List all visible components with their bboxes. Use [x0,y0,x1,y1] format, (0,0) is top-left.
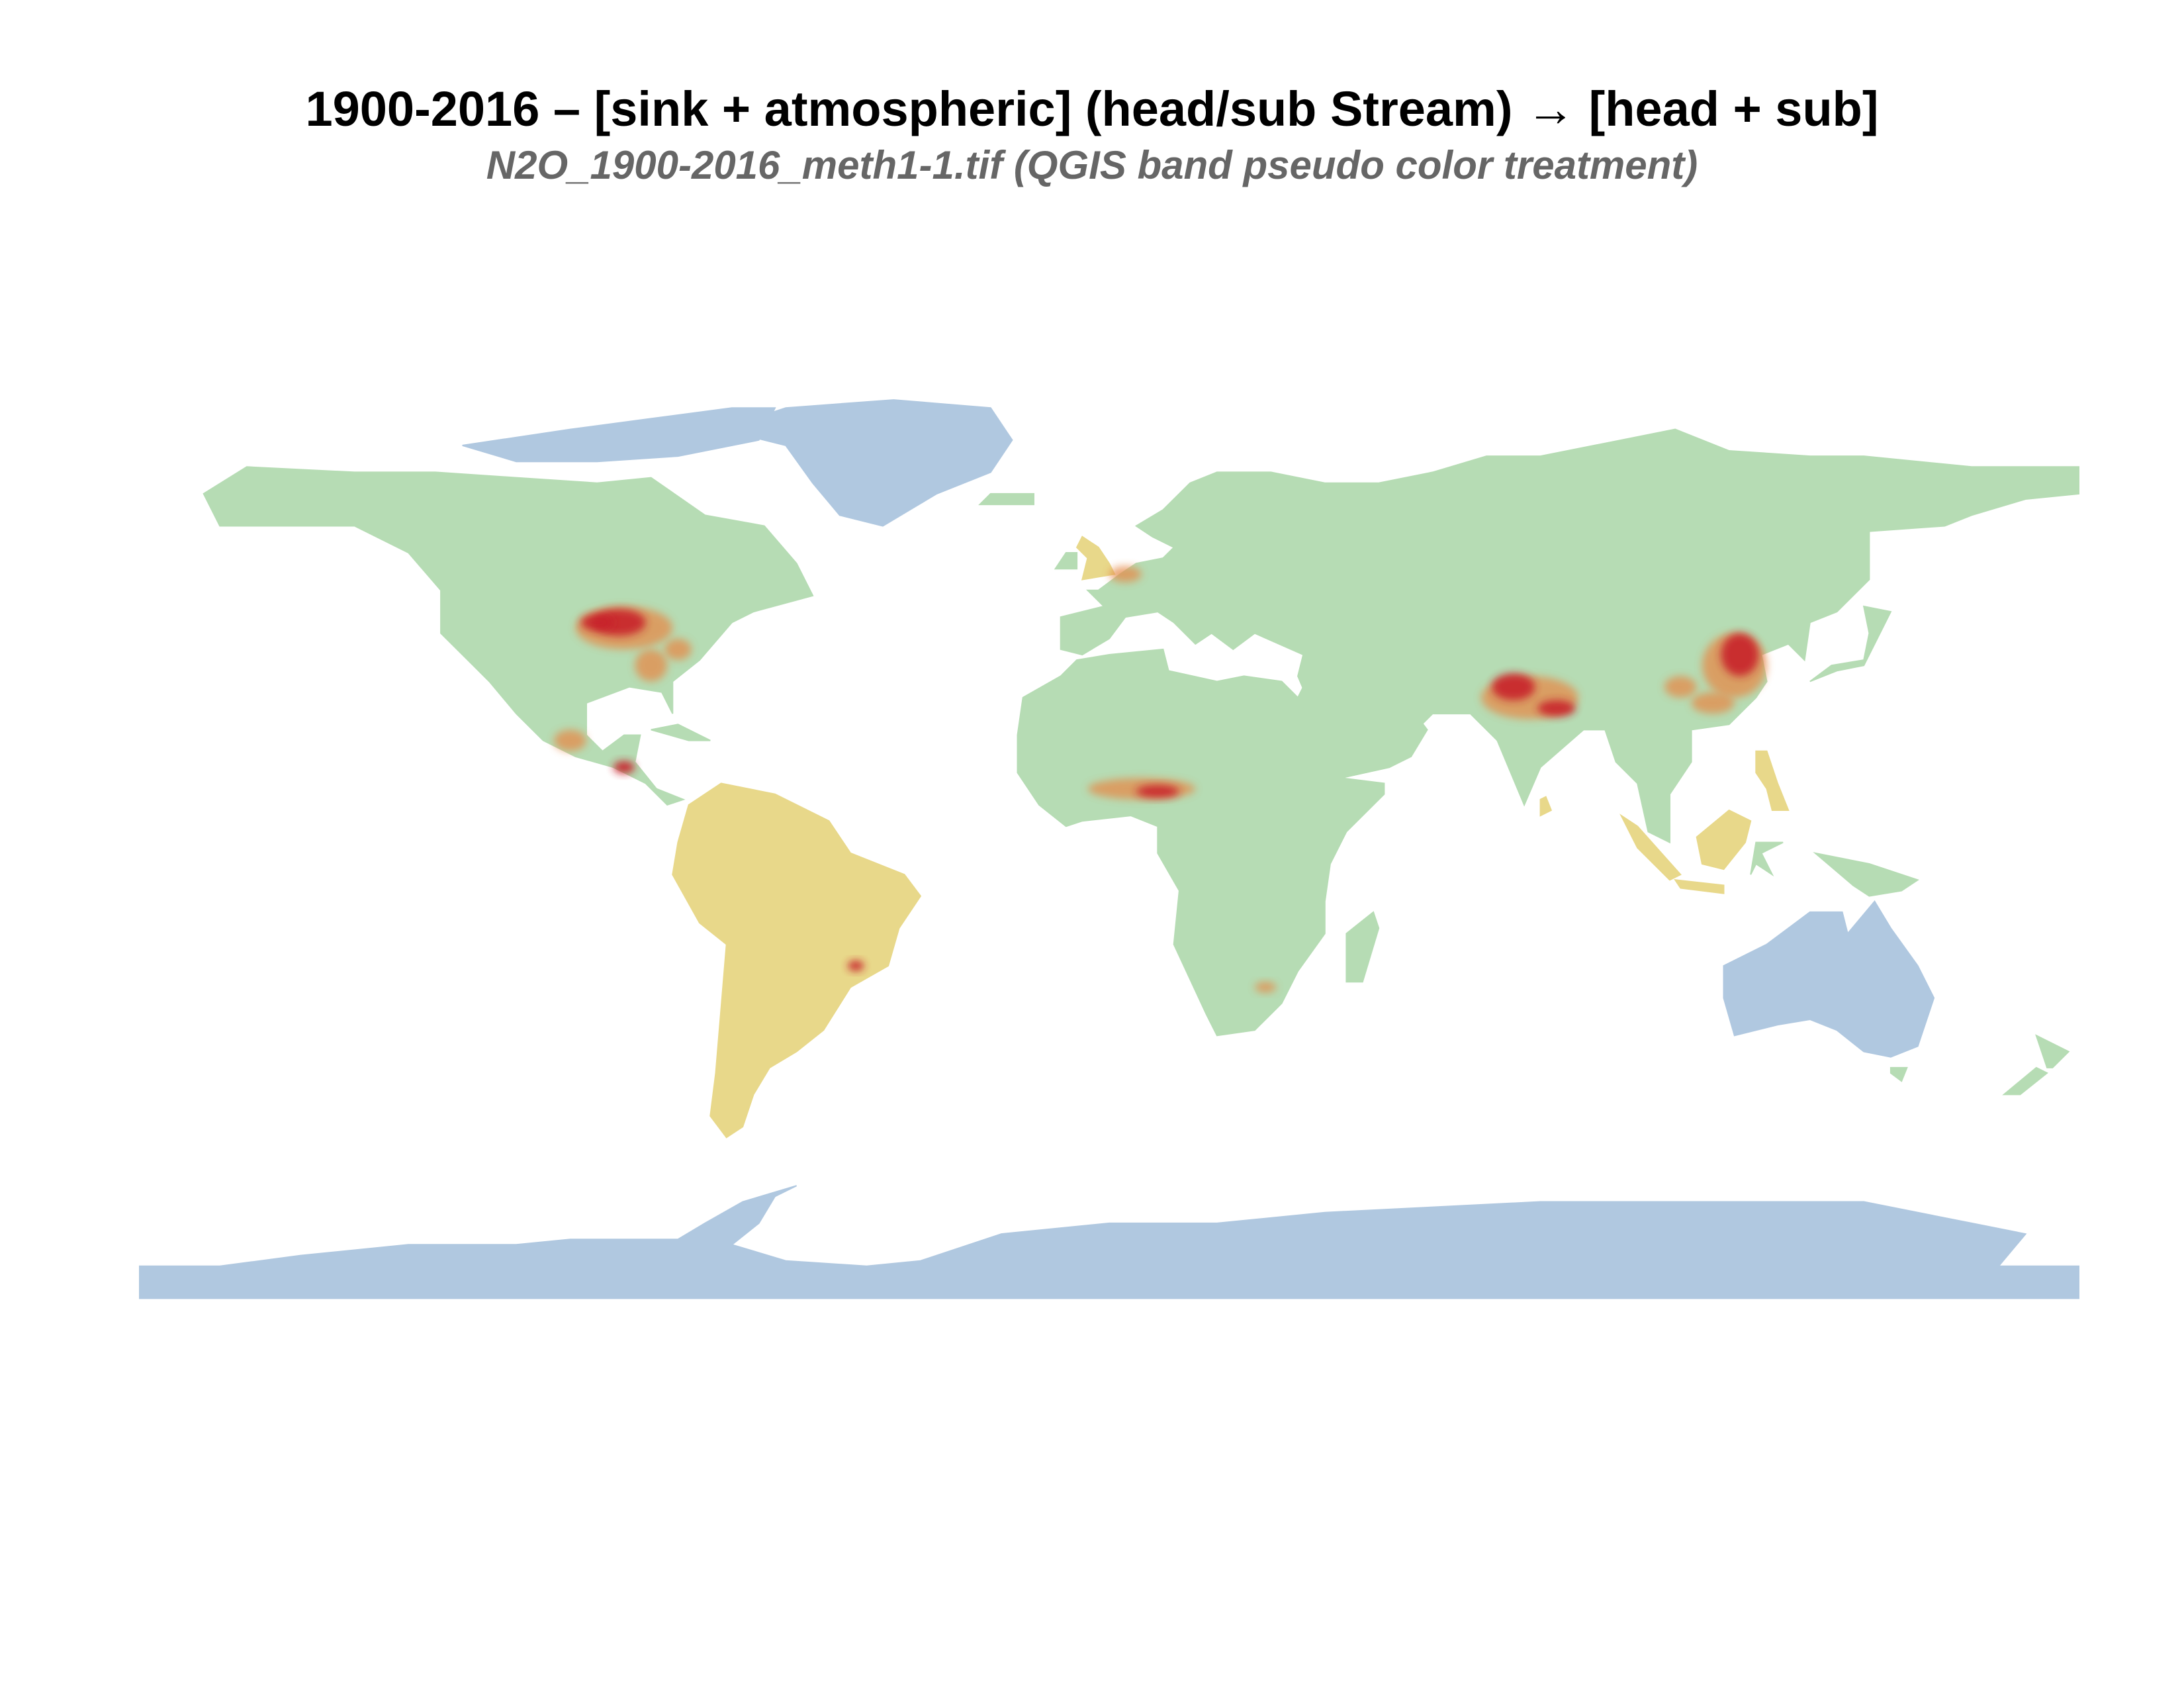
hotspot-us-east [664,638,692,661]
landmass-eurasia [1060,428,2079,844]
hotspot-south-china [1691,692,1735,714]
landmass-java [1674,879,1725,894]
hotspot-ganges [1537,700,1576,717]
hotspot-europe-west [1109,566,1142,583]
landmass-australia [1723,900,1935,1058]
page-subtitle: N2O_1900-2016_meth1-1.tif (QGIS band pse… [486,143,1698,187]
world-map [139,399,2079,1299]
hotspot-layer [554,566,1767,993]
landmass-antarctica [139,1185,2079,1299]
hotspot-north-china-core [1721,633,1759,677]
landmass-new-guinea [1813,852,1919,897]
landmass-north-america [203,466,814,806]
landmass-madagascar [1345,911,1380,983]
landmass-japan [1809,605,1892,682]
landmass-iceland [978,492,1034,506]
landmass-arabian-peninsula [1297,675,1428,779]
landmass-new-zealand [2035,1034,2070,1068]
hotspot-us-southeast [635,649,668,682]
hotspot-central-america [613,761,635,774]
page-title: 1900-2016 – [sink + atmospheric] (head/s… [305,81,1879,136]
landmass-cuba [651,724,711,741]
landmass-sri-lanka [1539,796,1553,817]
landmass-greenland [719,399,1013,527]
hotspot-sichuan [1664,676,1697,698]
landmass-canadian-arctic-islands [462,407,776,463]
hotspot-us-iowa [580,614,614,631]
landmass-sumatra [1619,814,1682,881]
hotspot-south-africa [1254,982,1277,993]
landmass-philippines [1755,750,1790,811]
landmass-sulawesi [1750,841,1784,877]
landmass-great-britain [1075,536,1116,581]
landmass-ireland [1054,552,1078,570]
landmass-borneo [1696,809,1752,870]
landmass-south-america [672,782,922,1139]
landmass-africa [1017,648,1385,1037]
hotspot-brazil-south [848,960,864,972]
hotspot-mexico [554,729,586,751]
hotspot-sahel-core [1136,784,1179,798]
landmass-new-zealand-south [2002,1066,2048,1096]
hotspot-punjab [1492,673,1535,700]
world-map-panel [139,397,2079,1331]
land-layer [139,399,2079,1299]
landmass-tasmania [1889,1066,1908,1082]
